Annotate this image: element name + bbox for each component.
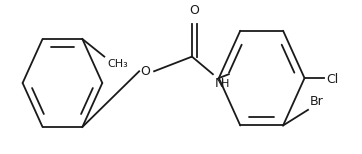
Text: O: O [140, 65, 150, 78]
Text: H: H [221, 79, 230, 89]
Text: N: N [215, 77, 224, 90]
Text: Cl: Cl [327, 73, 339, 86]
Text: O: O [189, 4, 199, 17]
Text: Br: Br [310, 95, 324, 108]
Text: CH₃: CH₃ [107, 59, 128, 69]
